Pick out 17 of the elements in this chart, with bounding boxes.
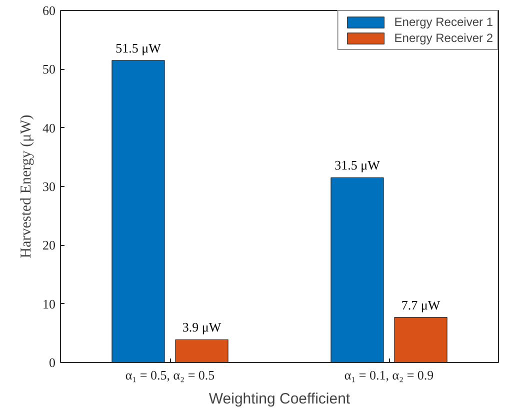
y-tick-label: 0 (49, 355, 56, 370)
data-label: 7.7 μW (401, 297, 441, 312)
legend-label: Energy Receiver 1 (394, 15, 493, 29)
x-axis-title: Weighting Coefficient (208, 390, 351, 408)
y-axis-title: Harvested Energy (μW) (18, 114, 34, 258)
data-label: 3.9 μW (182, 320, 222, 335)
y-tick-label: 40 (42, 120, 56, 136)
y-tick-label: 30 (42, 179, 56, 194)
x-tick-label: α₁ = 0.5, α₂ = 0.5 (125, 368, 215, 382)
y-tick-label: 50 (42, 62, 56, 77)
y-tick-label: 60 (42, 3, 56, 18)
data-label: 51.5 μW (116, 40, 162, 56)
legend-label: Energy Receiver 2 (394, 31, 493, 45)
x-tick-label: α₁ = 0.1, α₂ = 0.9 (344, 368, 434, 382)
y-tick-label: 20 (42, 238, 56, 253)
y-tick-label: 10 (42, 296, 56, 312)
data-label: 31.5 μW (334, 158, 381, 173)
